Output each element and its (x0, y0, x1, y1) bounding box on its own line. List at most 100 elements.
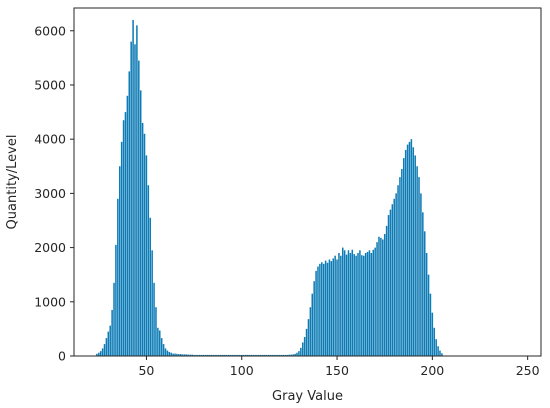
x-tick-label: 200 (420, 363, 444, 378)
bar (96, 353, 98, 356)
bar (246, 354, 249, 356)
bar (389, 209, 392, 356)
bar (383, 234, 386, 356)
bar (359, 250, 361, 356)
bar (298, 351, 300, 356)
y-tick-label: 6000 (34, 23, 66, 38)
bar (101, 348, 104, 356)
bar (153, 282, 155, 356)
bar (98, 352, 100, 356)
bar (301, 342, 304, 356)
bar (420, 193, 422, 356)
bar (220, 354, 222, 356)
bar (250, 354, 253, 356)
bar (288, 354, 291, 356)
bar (345, 254, 348, 356)
bar (99, 351, 102, 356)
bar (292, 354, 294, 356)
bar (319, 263, 321, 356)
bar (271, 354, 273, 356)
bar (342, 247, 344, 356)
bar (296, 352, 298, 356)
bar (159, 330, 161, 356)
bar (353, 254, 355, 356)
bar (260, 354, 262, 356)
bar (322, 263, 325, 356)
y-tick-label: 3000 (34, 186, 66, 201)
bar (105, 338, 108, 356)
bar (343, 250, 346, 356)
bar (122, 120, 125, 357)
bar (435, 339, 437, 356)
bar (416, 166, 418, 356)
bar (118, 166, 121, 356)
bar (364, 253, 367, 356)
bar (406, 144, 409, 356)
bar (368, 250, 371, 356)
bar (115, 244, 117, 356)
bar (242, 354, 245, 356)
bar (351, 249, 354, 356)
axes-frame (73, 7, 542, 357)
bar (128, 71, 131, 357)
bar (204, 354, 207, 356)
bar (166, 350, 169, 356)
bar (191, 354, 193, 356)
bar (218, 354, 220, 356)
bar (174, 353, 176, 356)
bar (309, 307, 312, 356)
bar (197, 354, 199, 356)
bar (300, 347, 302, 356)
bar (231, 354, 233, 356)
y-tick-label: 5000 (34, 77, 66, 92)
bar (235, 354, 237, 356)
bar (282, 354, 285, 356)
bar (281, 354, 283, 356)
bar (326, 262, 329, 356)
bar (223, 354, 226, 356)
bar (170, 352, 172, 356)
bar (385, 225, 388, 356)
bar (256, 354, 258, 356)
bar (176, 353, 178, 356)
bar (239, 354, 241, 356)
bar (305, 328, 308, 356)
bar (130, 41, 132, 357)
bar (427, 274, 430, 356)
bar (437, 346, 439, 356)
bar (284, 354, 287, 356)
bar (275, 354, 277, 356)
bar (244, 354, 247, 356)
bar (195, 354, 197, 356)
bar (221, 354, 224, 356)
bar (124, 112, 127, 356)
bar (214, 354, 216, 356)
bar (340, 255, 342, 356)
bar (404, 150, 407, 356)
bar (263, 354, 266, 356)
bar (294, 353, 296, 356)
bar (315, 270, 317, 356)
bar (187, 354, 190, 356)
bar (336, 259, 338, 356)
bar (378, 236, 380, 356)
bar (347, 250, 350, 356)
bar (418, 177, 420, 356)
bar (399, 177, 401, 356)
bar (157, 327, 159, 356)
bar (439, 350, 441, 356)
bar (179, 354, 182, 356)
bar (248, 354, 251, 356)
y-tick-label: 0 (58, 349, 66, 364)
y-tick-label: 4000 (34, 132, 66, 147)
bar (164, 348, 167, 356)
bar (414, 155, 416, 356)
bar (393, 198, 395, 356)
bar (216, 354, 218, 356)
bar (303, 337, 306, 356)
bar (111, 309, 113, 356)
bar (279, 354, 281, 356)
bar (181, 354, 184, 356)
bar (376, 242, 378, 356)
